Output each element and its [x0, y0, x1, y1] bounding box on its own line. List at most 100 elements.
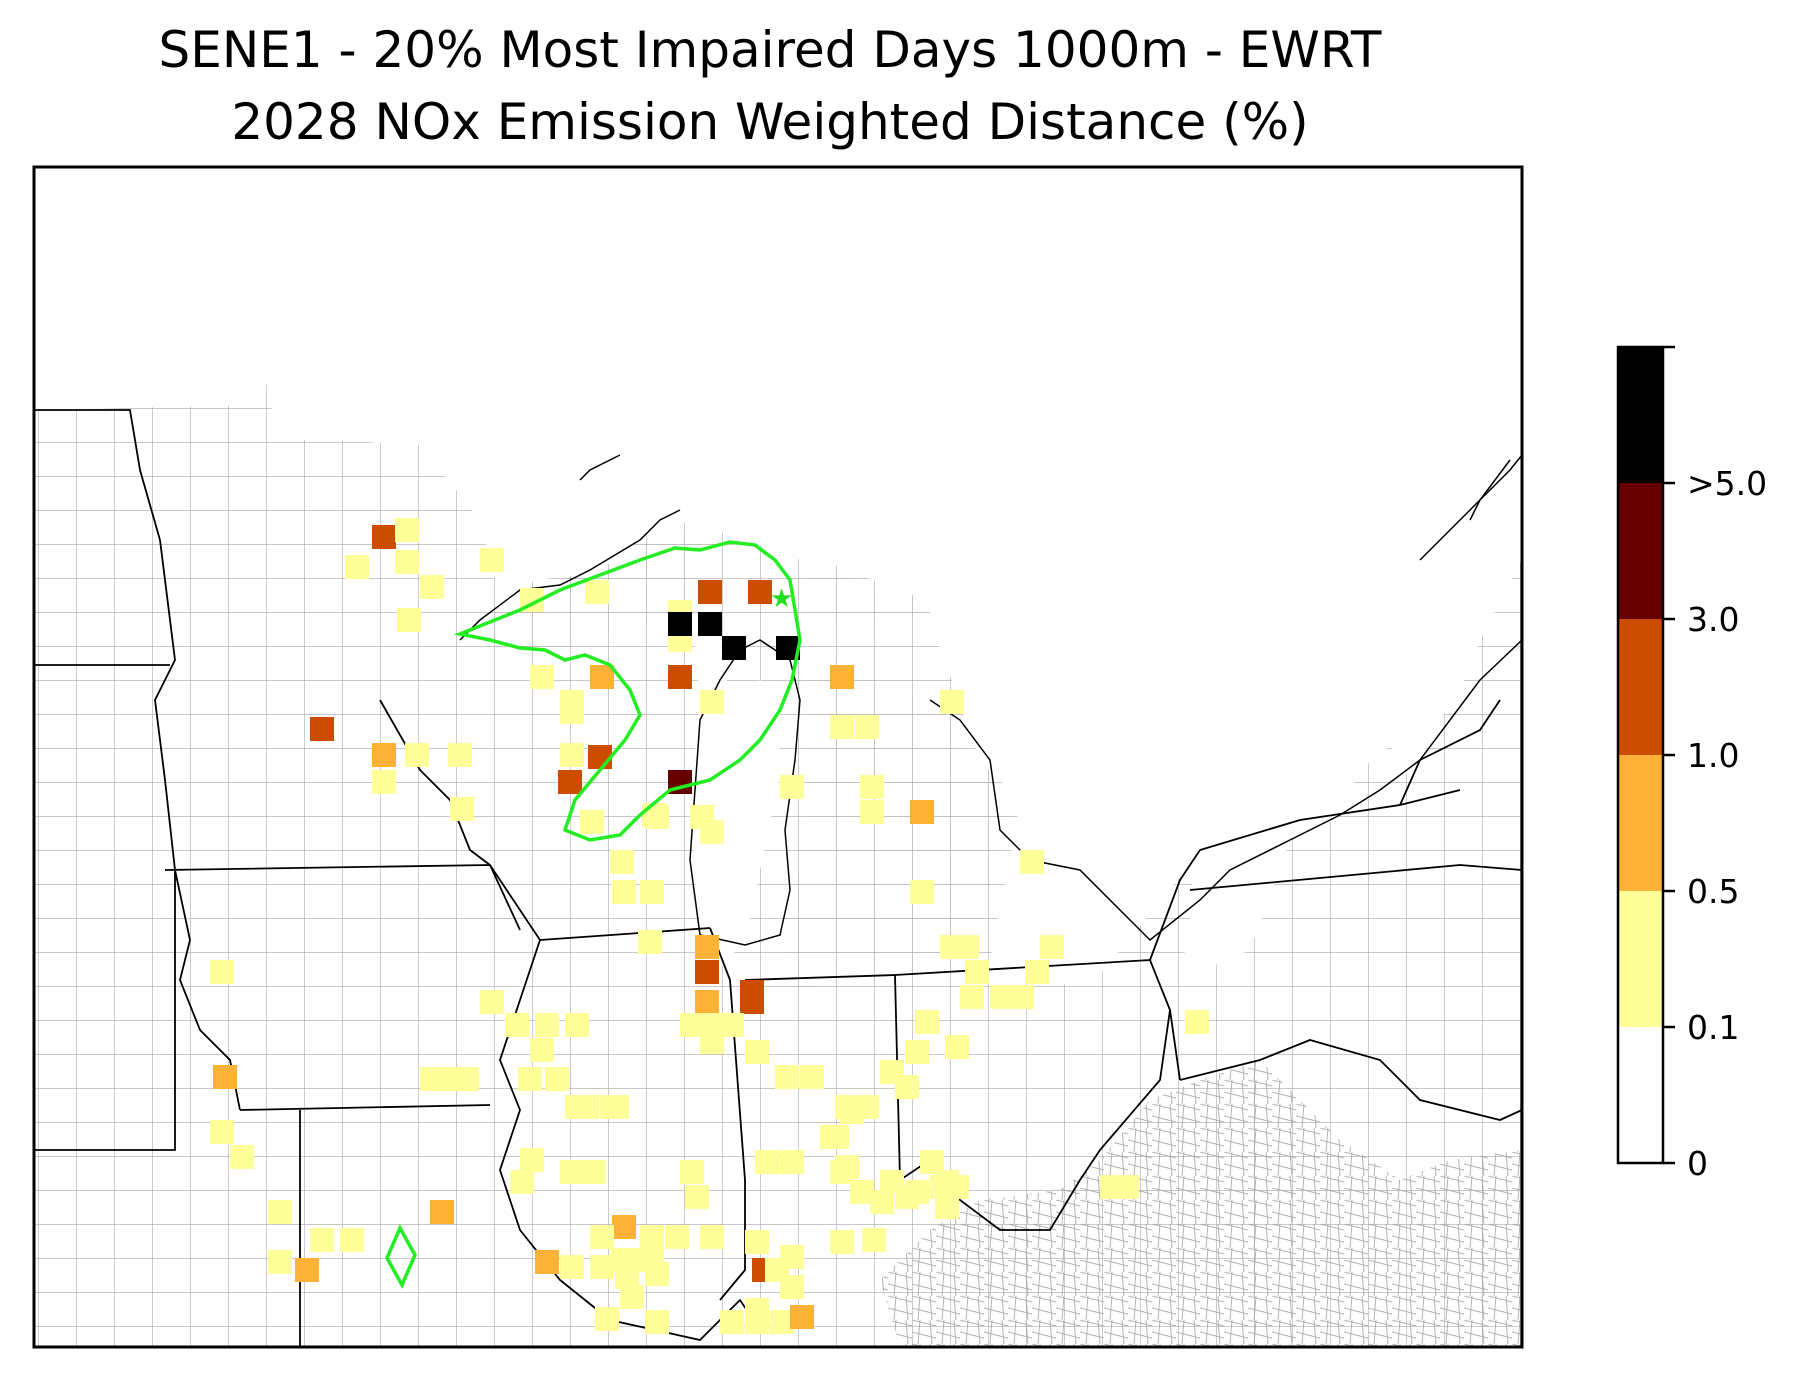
emission-cell	[955, 935, 979, 959]
colorbar-bin-5	[1618, 347, 1663, 483]
colorbar-tick-label: 0	[1687, 1144, 1708, 1183]
emission-cell	[530, 1038, 554, 1062]
emission-cell	[268, 1200, 292, 1224]
emission-cell	[780, 775, 804, 799]
emission-cell	[645, 1310, 669, 1334]
map-frame	[32, 165, 1524, 1349]
emission-cell	[605, 1095, 629, 1119]
emission-cell	[860, 800, 884, 824]
emission-cell	[745, 1298, 769, 1322]
emission-cells	[210, 518, 1209, 1334]
emission-cell	[700, 690, 724, 714]
emission-cell	[695, 960, 719, 984]
influence-contour-small	[385, 1224, 417, 1289]
emission-cell	[680, 1160, 704, 1184]
emission-cell	[230, 1145, 254, 1169]
lake-shorelines	[459, 454, 1522, 946]
emission-cell	[1100, 1175, 1124, 1199]
emission-cell	[895, 1185, 919, 1209]
emission-cell	[612, 1215, 636, 1239]
emission-cell	[905, 1040, 929, 1064]
colorbar-bin-1	[1618, 891, 1663, 1027]
colorbar-tick-label: 1.0	[1687, 736, 1739, 775]
emission-cell	[565, 1095, 589, 1119]
emission-cell	[530, 665, 554, 689]
emission-cell	[558, 770, 582, 794]
emission-cell	[698, 612, 722, 636]
emission-cell	[395, 550, 419, 574]
emission-cell	[835, 1155, 859, 1179]
emission-cell	[1025, 960, 1049, 984]
emission-cell	[940, 690, 964, 714]
emission-cell	[830, 1230, 854, 1254]
land-kentucky-southeast	[880, 1060, 1522, 1347]
colorbar-tick-label: 0.1	[1687, 1008, 1739, 1047]
emission-cell	[588, 745, 612, 769]
emission-cell	[1010, 985, 1034, 1009]
emission-cell	[780, 1275, 804, 1299]
emission-cell	[1185, 1010, 1209, 1034]
emission-cell	[430, 1200, 454, 1224]
emission-cell	[480, 990, 504, 1014]
emission-cell	[638, 930, 662, 954]
emission-cell	[895, 1075, 919, 1099]
emission-cell	[582, 1160, 606, 1184]
emission-cell	[745, 1230, 769, 1254]
colorbar-tick-label: 3.0	[1687, 600, 1739, 639]
emission-cell	[395, 518, 419, 542]
emission-cell	[1020, 850, 1044, 874]
emission-cell	[855, 1095, 879, 1119]
emission-cell	[910, 880, 934, 904]
colorbar-tick-label: >5.0	[1687, 464, 1767, 503]
emission-cell	[420, 1067, 444, 1091]
map-panel: ★	[32, 165, 1524, 1349]
emission-cell	[610, 850, 634, 874]
emission-cell	[372, 743, 396, 767]
emission-cell	[860, 775, 884, 799]
emission-cell	[295, 1258, 319, 1282]
emission-cell	[520, 1148, 544, 1172]
emission-cell	[640, 880, 664, 904]
emission-cell	[340, 1228, 364, 1252]
colorbar-bin-3	[1618, 619, 1663, 755]
emission-cell	[668, 612, 692, 636]
emission-cell	[510, 1170, 534, 1194]
emission-cell	[310, 717, 334, 741]
star-icon: ★	[770, 584, 793, 614]
emission-cell	[700, 1030, 724, 1054]
emission-cell	[830, 665, 854, 689]
emission-cell	[210, 1120, 234, 1144]
emission-cell	[210, 960, 234, 984]
emission-cell	[615, 1265, 639, 1289]
emission-cell	[372, 525, 396, 549]
emission-cell	[668, 665, 692, 689]
emission-cell	[518, 1067, 542, 1091]
emission-cell	[560, 1160, 584, 1184]
chart-title-line-2: 2028 NOx Emission Weighted Distance (%)	[231, 93, 1309, 151]
emission-cell	[862, 1228, 886, 1252]
emission-cell	[755, 1150, 779, 1174]
emission-cell	[505, 1013, 529, 1037]
emission-cell	[372, 770, 396, 794]
emission-cell	[695, 935, 719, 959]
emission-cell	[745, 1040, 769, 1064]
emission-cell	[448, 743, 472, 767]
emission-cell	[1040, 935, 1064, 959]
emission-cell	[700, 820, 724, 844]
emission-cell	[780, 1150, 804, 1174]
emission-cell	[565, 1013, 589, 1037]
emission-cell	[945, 1035, 969, 1059]
emission-cell	[700, 1225, 724, 1249]
emission-cell	[560, 743, 584, 767]
emission-cell	[960, 985, 984, 1009]
emission-cell	[775, 1065, 799, 1089]
emission-cell	[910, 800, 934, 824]
emission-cell	[915, 1010, 939, 1034]
emission-cell	[580, 810, 604, 834]
emission-cell	[268, 1250, 292, 1274]
emission-cell	[480, 548, 504, 572]
emission-cell	[825, 1125, 849, 1149]
emission-cell	[535, 1013, 559, 1037]
emission-cell	[560, 1255, 584, 1279]
